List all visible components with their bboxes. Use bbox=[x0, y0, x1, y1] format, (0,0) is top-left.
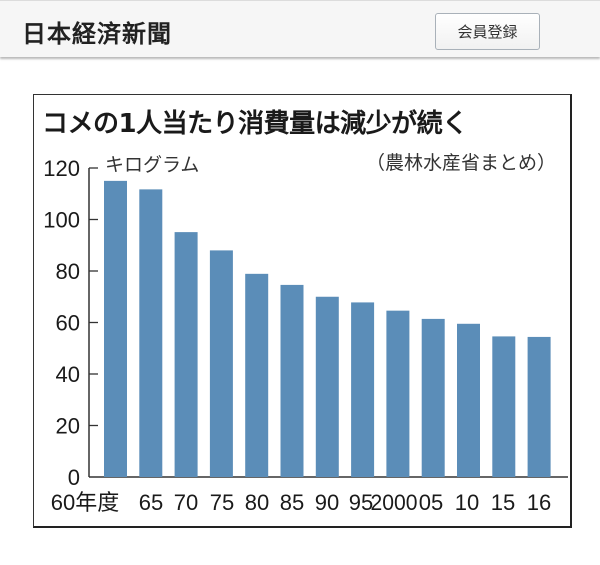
bar bbox=[315, 296, 339, 477]
x-tick-label: 70 bbox=[174, 490, 198, 515]
y-tick-label: 100 bbox=[43, 208, 80, 233]
bar bbox=[351, 302, 375, 477]
bar bbox=[174, 232, 198, 477]
x-tick-label: 75 bbox=[210, 490, 234, 515]
x-tick-label: 10 bbox=[455, 490, 479, 515]
signup-button[interactable]: 会員登録 bbox=[435, 13, 540, 50]
y-tick-label: 80 bbox=[56, 259, 80, 284]
x-tick-label: 90 bbox=[315, 490, 339, 515]
y-tick-label: 120 bbox=[43, 156, 80, 181]
site-logo[interactable]: 日本経済新聞 bbox=[22, 19, 172, 48]
x-tick-label: 95 bbox=[349, 490, 373, 515]
y-axis-unit: キログラム bbox=[105, 154, 200, 176]
bar bbox=[104, 180, 127, 477]
bar bbox=[421, 318, 445, 477]
bar bbox=[245, 273, 269, 477]
chart-source: （農林水産省まとめ） bbox=[366, 152, 557, 174]
y-tick-label: 0 bbox=[68, 465, 80, 490]
x-tick-label: 15 bbox=[491, 490, 515, 515]
bar bbox=[492, 336, 516, 477]
y-tick-label: 20 bbox=[56, 414, 80, 439]
bar bbox=[386, 310, 410, 477]
x-tick-label: 16 bbox=[527, 490, 551, 515]
x-tick-label: 85 bbox=[280, 490, 304, 515]
site-header: 日本経済新聞 会員登録 bbox=[0, 0, 600, 57]
x-tick-label: 80 bbox=[245, 490, 269, 515]
x-tick-label: 05 bbox=[419, 490, 443, 515]
bar bbox=[280, 284, 304, 477]
chart-title: コメの1人当たり消費量は減少が続く bbox=[42, 109, 468, 139]
x-tick-label: 60年度 bbox=[51, 490, 119, 515]
x-tick-label: 65 bbox=[139, 490, 163, 515]
y-tick-label: 60 bbox=[56, 311, 80, 336]
bar bbox=[457, 323, 480, 477]
bar bbox=[139, 189, 163, 477]
x-tick-label: 2000 bbox=[371, 490, 418, 515]
bar bbox=[527, 336, 551, 477]
y-tick-label: 40 bbox=[56, 362, 80, 387]
bar bbox=[209, 250, 233, 477]
